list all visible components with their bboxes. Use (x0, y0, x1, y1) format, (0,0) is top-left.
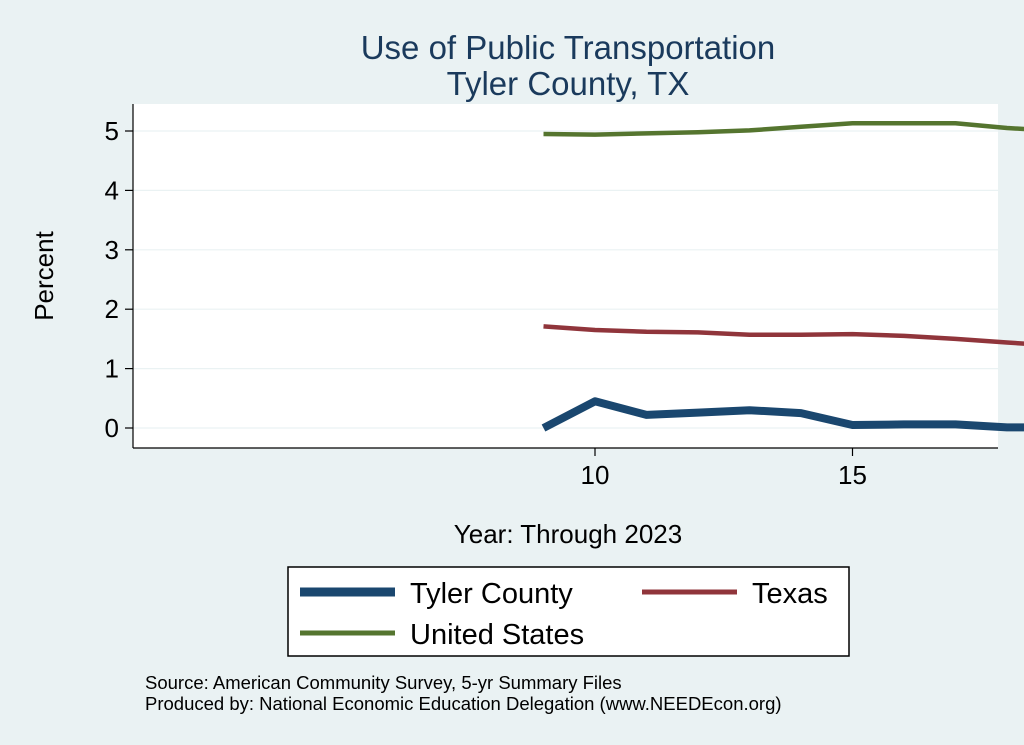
legend-label-united-states: United States (410, 619, 584, 651)
y-tick-label: 2 (105, 294, 119, 324)
y-tick-label: 4 (105, 175, 119, 205)
series-line-tyler-county (541, 397, 1024, 432)
chart-subtitle: Tyler County, TX (447, 65, 690, 102)
chart-title: Use of Public Transportation (361, 29, 776, 66)
x-axis: 10152025 (133, 447, 998, 490)
x-axis-title: Year: Through 2023 (454, 519, 682, 549)
series-line-texas (543, 324, 1024, 346)
series-lines (541, 121, 1024, 432)
producer-note: Produced by: National Economic Education… (145, 693, 782, 714)
y-tick-label: 5 (105, 116, 119, 146)
y-axis: 0 1 2 3 4 5 (105, 104, 134, 448)
series-line-united-states (543, 121, 1024, 137)
x-tick-label: 15 (838, 460, 867, 490)
legend: Tyler County Texas United States (300, 578, 828, 651)
legend-label-tyler-county: Tyler County (410, 578, 573, 610)
legend-box (287, 566, 850, 657)
legend-label-texas: Texas (752, 578, 828, 610)
y-axis-title: Percent (29, 230, 59, 320)
y-tick-label: 3 (105, 235, 119, 265)
source-note: Source: American Community Survey, 5-yr … (145, 672, 622, 693)
y-tick-label: 0 (105, 413, 119, 443)
plot-area (133, 104, 998, 448)
y-tick-label: 1 (105, 354, 119, 384)
x-tick-label: 10 (581, 460, 610, 490)
